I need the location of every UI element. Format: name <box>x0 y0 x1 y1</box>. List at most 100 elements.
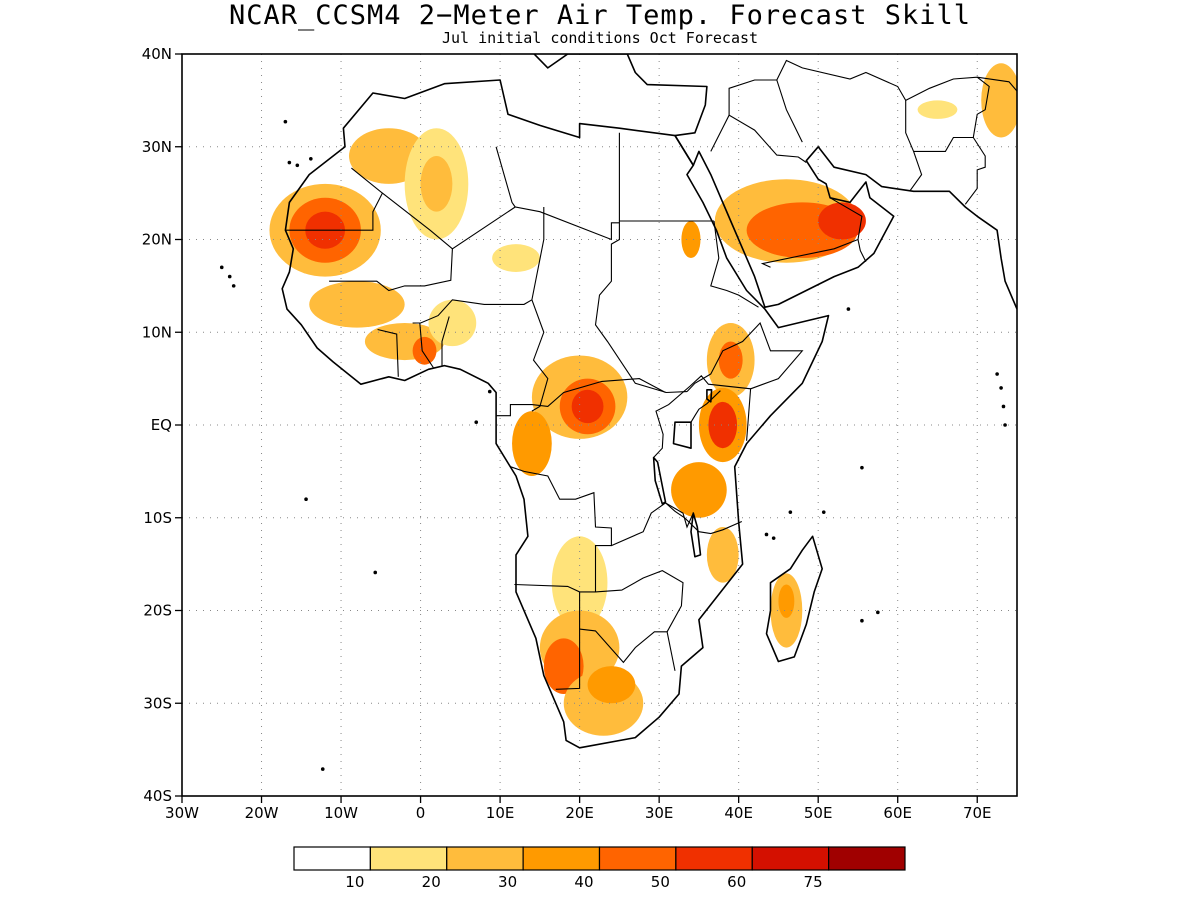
gridlines <box>182 54 1017 796</box>
colorbar-swatch <box>446 846 524 871</box>
lat-tick-label: 30S <box>143 694 172 712</box>
country-border <box>710 220 759 308</box>
country-border <box>441 316 450 367</box>
skill-region <box>778 584 795 618</box>
skill-region <box>492 244 540 272</box>
country-border <box>595 569 684 633</box>
lon-tick-label: 50E <box>804 804 833 822</box>
lon-tick-label: 60E <box>883 804 912 822</box>
colorbar-swatch <box>828 846 906 871</box>
skill-region <box>512 411 552 477</box>
country-border <box>686 321 804 392</box>
colorbar: 10 20 30 40 50 60 75 <box>293 846 906 891</box>
colorbar-label: 10 <box>345 873 364 891</box>
skill-region <box>681 220 701 259</box>
island-mark <box>860 618 864 623</box>
island-mark <box>764 532 769 537</box>
lon-tick-label: 10W <box>324 804 358 822</box>
island-mark <box>304 497 308 502</box>
lon-tick-label: 20E <box>565 804 594 822</box>
country-border <box>776 79 803 143</box>
map-subtitle: Jul initial conditions Oct Forecast <box>441 29 759 47</box>
island-mark <box>821 510 826 514</box>
island-mark <box>231 284 236 288</box>
colorbar-label: 40 <box>574 873 593 891</box>
country-border <box>690 390 721 423</box>
island-mark <box>999 386 1003 390</box>
country-border <box>377 328 399 377</box>
country-border <box>496 378 666 417</box>
country-border <box>760 197 863 268</box>
madagascar-coastline <box>765 535 824 663</box>
island-mark <box>1001 404 1006 409</box>
skill-region <box>571 389 604 424</box>
skill-region <box>412 336 437 365</box>
colorbar-label: 60 <box>727 873 746 891</box>
colorbar-label: 75 <box>804 873 823 891</box>
colorbar-swatch <box>675 846 753 871</box>
island-mark <box>846 307 851 311</box>
skill-region <box>706 527 739 583</box>
colorbar-swatch <box>293 846 371 871</box>
country-border <box>382 192 620 250</box>
lake-outline <box>672 421 692 450</box>
island-mark <box>373 570 378 575</box>
country-border <box>964 137 986 205</box>
colorbar-swatch <box>751 846 830 871</box>
island-mark <box>295 163 300 168</box>
lon-tick-label: 40E <box>724 804 753 822</box>
lon-tick-label: 20W <box>245 804 279 822</box>
lon-tick-label: 30E <box>645 804 674 822</box>
lon-tick-label: 30W <box>165 804 199 822</box>
lon-tick-label: 0 <box>416 804 426 822</box>
lat-tick-label: 10S <box>143 509 172 527</box>
island-mark <box>788 510 793 514</box>
skill-region <box>428 299 477 347</box>
colorbar-swatch <box>369 846 448 871</box>
country-border <box>412 207 545 324</box>
lat-tick-label: 20N <box>142 231 172 249</box>
lon-tick-label: 70E <box>963 804 992 822</box>
country-border <box>419 322 434 368</box>
country-border <box>776 59 923 192</box>
skill-region <box>917 100 958 119</box>
skill-shading-layer <box>269 63 1017 736</box>
lat-tick-label: 10N <box>142 323 172 341</box>
country-border <box>495 146 516 208</box>
country-border <box>977 76 1017 92</box>
colorbar-swatch <box>598 846 677 871</box>
island-mark <box>283 119 288 124</box>
africa-coastline <box>281 79 830 749</box>
island-mark <box>227 274 232 279</box>
colorbar-swatch <box>522 846 601 871</box>
island-mark <box>219 265 224 270</box>
country-border <box>329 248 453 292</box>
country-border <box>857 239 867 263</box>
colorbar-label: 50 <box>651 873 670 891</box>
lat-tick-label: EQ <box>151 416 172 434</box>
skill-region <box>543 638 584 694</box>
country-border <box>285 167 384 231</box>
island-mark <box>309 157 313 161</box>
asia-coastline <box>626 54 1017 310</box>
island-mark <box>320 767 325 771</box>
lake-outline <box>652 456 667 505</box>
country-border <box>531 299 549 412</box>
country-border <box>594 132 688 394</box>
colorbar-label: 20 <box>422 873 441 891</box>
country-border <box>710 114 807 163</box>
island-mark <box>287 160 292 165</box>
country-border <box>555 591 581 690</box>
island-mark <box>771 536 776 540</box>
island-mark <box>995 372 999 376</box>
lake-outline <box>690 512 702 558</box>
skill-region <box>587 666 636 704</box>
island-mark <box>860 465 864 470</box>
lat-tick-label: 20S <box>143 602 172 620</box>
map-title: NCAR_CCSM4 2−Meter Air Temp. Forecast Sk… <box>229 0 971 31</box>
island-mark <box>474 420 479 425</box>
skill-region <box>420 156 453 212</box>
country-border <box>905 76 990 152</box>
skill-region <box>309 281 405 328</box>
skill-region <box>718 341 743 379</box>
